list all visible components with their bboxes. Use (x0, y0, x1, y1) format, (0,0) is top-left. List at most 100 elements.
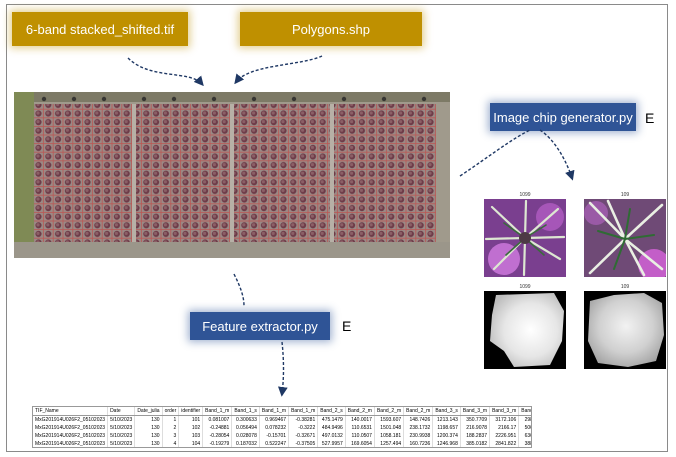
chip-title-top-left: 1099 (519, 192, 531, 198)
table-header-cell: Band_2_m (403, 407, 434, 416)
chip-title-bottom-right: 109 (620, 284, 630, 290)
table-cell: 130 (134, 424, 163, 432)
chip-generator-label: Image chip generator.py (493, 109, 633, 125)
feature-extractor-badge: E (342, 318, 352, 334)
table-cell: 0.969467 (259, 415, 290, 424)
table-cell: -0.15701 (259, 432, 290, 440)
table-cell: 636.5295 (518, 432, 531, 440)
table-cell: 0.028078 (231, 432, 260, 440)
table-cell: 230.9938 (403, 432, 434, 440)
table-cell: 169.6054 (345, 440, 375, 447)
table-cell: 1 (162, 415, 180, 424)
table-cell: 140.0017 (345, 415, 375, 424)
table-cell: 1213.143 (432, 415, 461, 424)
input-tif-box: 6-band stacked_shifted.tif (12, 12, 188, 46)
table-cell: 3 (162, 432, 180, 440)
table-header-cell: Band_3_s (432, 407, 461, 416)
table-cell: 388.7342 (518, 440, 531, 447)
feature-table-grid: TIF_Name Date Date_julia order identifier Ban… (33, 407, 531, 447)
table-cell: 160.7236 (403, 440, 434, 447)
table-cell: 2 (162, 424, 180, 432)
table-cell: 385.0182 (460, 440, 491, 447)
table-cell: 298.2275 (518, 415, 531, 424)
input-tif-label: 6-band stacked_shifted.tif (25, 21, 175, 37)
table-cell: 3172.106 (489, 415, 520, 424)
table-cell: MxG201914U026F2_05102023 (33, 440, 109, 447)
table-cell: MxG201914U026F2_05102023 (33, 424, 109, 432)
table-cell: 2226.951 (489, 432, 520, 440)
table-cell: -0.19279 (202, 440, 233, 447)
table-header-cell: Band_3_m (489, 407, 520, 416)
table-cell: 2166.17 (489, 424, 520, 432)
table-cell: 130 (134, 432, 163, 440)
table-header-cell: Date (107, 407, 136, 416)
table-cell: 110.6531 (345, 424, 375, 432)
mask-chip-right (584, 291, 666, 369)
table-cell: 1200.374 (432, 432, 461, 440)
table-cell: 0.187032 (231, 440, 260, 447)
table-cell: -0.3222 (288, 424, 319, 432)
table-cell: 1198.657 (432, 424, 461, 432)
table-cell: 130 (134, 415, 163, 424)
table-cell: 110.0507 (345, 432, 375, 440)
table-cell: -0.24881 (202, 424, 233, 432)
table-cell: 238.1732 (403, 424, 434, 432)
table-cell: 350.7709 (460, 415, 491, 424)
table-cell: 5/10/2023 (107, 440, 136, 447)
table-cell: 0.081007 (202, 415, 233, 424)
table-cell: 475.1479 (317, 415, 346, 424)
table-header-cell: Band_1_s (231, 407, 260, 416)
table-cell: 130 (134, 440, 163, 447)
input-shp-label: Polygons.shp (291, 21, 371, 37)
table-cell: 1593.607 (374, 415, 405, 424)
table-header-cell: Band_1_m (288, 407, 319, 416)
chip-generator-badge: E (645, 110, 655, 126)
table-cell: 2841.822 (489, 440, 520, 447)
chip-generator-box: Image chip generator.py (490, 103, 636, 131)
table-cell: -0.28054 (202, 432, 233, 440)
table-header-cell: Band_3_m (460, 407, 491, 416)
table-cell: 0.078232 (259, 424, 290, 432)
chip-title-bottom-left: 1099 (519, 284, 531, 290)
table-header-cell: identifier (178, 407, 204, 416)
feature-extractor-label: Feature extractor.py (202, 318, 318, 334)
table-row: MxG201914U026F2_05102023 5/10/2023 130 1 101… (33, 415, 531, 424)
table-row: MxG201914U026F2_05102023 5/10/2023 130 2 102… (33, 424, 531, 432)
table-header-cell: Date_julia (134, 407, 163, 416)
rgb-chip-right (584, 199, 666, 277)
table-header-cell: order (162, 407, 180, 416)
table-cell: 0.056494 (231, 424, 260, 432)
orthomosaic-image (14, 92, 450, 258)
table-header-cell: Band_3_m (518, 407, 531, 416)
table-cell: 497.0132 (317, 432, 346, 440)
table-cell: 506.3288 (518, 424, 531, 432)
table-cell: 1246.968 (432, 440, 461, 447)
table-header-cell: Band_1_m (202, 407, 233, 416)
table-row: MxG201914U026F2_05102023 5/10/2023 130 4 104… (33, 440, 531, 447)
chip-title-top-right: 109 (620, 192, 630, 198)
table-cell: 1058.181 (374, 432, 405, 440)
table-cell: 102 (178, 424, 204, 432)
table-header-cell: Band_2_m (374, 407, 405, 416)
table-cell: 5/10/2023 (107, 415, 136, 424)
table-cell: -0.32671 (288, 432, 319, 440)
table-cell: 148.7426 (403, 415, 434, 424)
table-cell: 101 (178, 415, 204, 424)
feature-table: TIF_Name Date Date_julia order identifier Ban… (32, 406, 532, 448)
table-cell: 0.522247 (259, 440, 290, 447)
table-cell: 0.300633 (231, 415, 260, 424)
table-row: MxG201914U026F2_05102023 5/10/2023 130 3 103… (33, 432, 531, 440)
table-cell: 188.2837 (460, 432, 491, 440)
table-cell: 1257.494 (374, 440, 405, 447)
table-cell: 104 (178, 440, 204, 447)
input-shp-box: Polygons.shp (240, 12, 422, 46)
table-cell: 5/10/2023 (107, 432, 136, 440)
table-cell: 4 (162, 440, 180, 447)
table-cell: 1501.048 (374, 424, 405, 432)
table-cell: 5/10/2023 (107, 424, 136, 432)
table-cell: 527.9957 (317, 440, 346, 447)
table-cell: -0.38281 (288, 415, 319, 424)
table-header-row: TIF_Name Date Date_julia order identifier Ban… (33, 407, 531, 416)
table-cell: 216.9078 (460, 424, 491, 432)
table-header-cell: Band_1_m (259, 407, 290, 416)
